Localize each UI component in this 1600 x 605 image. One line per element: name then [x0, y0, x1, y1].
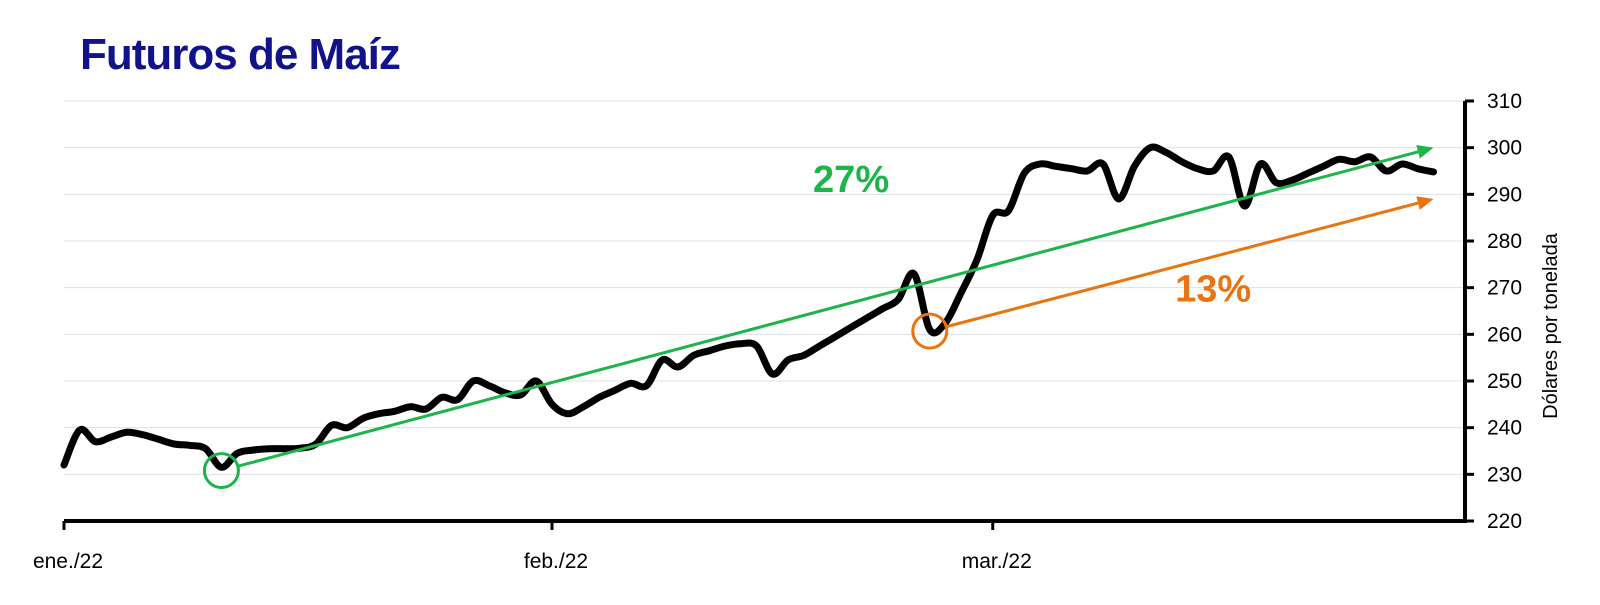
series-line — [60, 143, 1437, 471]
y-axis-title: Dólares por tonelada — [1540, 232, 1562, 419]
y-tick-label: 270 — [1487, 277, 1522, 300]
annotation-arrow — [945, 201, 1419, 329]
gridlines — [64, 100, 1465, 475]
y-tick-label: 310 — [1487, 90, 1522, 113]
annotation-label: 27% — [813, 159, 889, 201]
y-tick-label: 240 — [1487, 417, 1522, 440]
x-tick-label: mar./22 — [962, 550, 1032, 573]
y-tick-label: 220 — [1487, 510, 1522, 533]
y-tick-label: 230 — [1487, 463, 1522, 486]
annotation-label: 13% — [1175, 269, 1251, 311]
y-tick-label: 250 — [1487, 370, 1522, 393]
series — [60, 143, 1437, 471]
x-tick-label: feb./22 — [524, 550, 588, 573]
annotation-arrowhead — [1416, 196, 1434, 210]
y-tick-label: 260 — [1487, 323, 1522, 346]
annotation-arrow — [237, 150, 1419, 468]
annotation-circle — [911, 312, 949, 350]
y-tick-label: 280 — [1487, 230, 1522, 253]
y-tick-label: 290 — [1487, 183, 1522, 206]
x-tick-label: ene./22 — [33, 550, 103, 573]
annotation-circle — [202, 452, 240, 490]
axes: 220 230 240 250 260 270 280 290 300 310 ene./22 feb… — [33, 90, 1522, 573]
annotations: 27% 13% — [202, 145, 1434, 490]
chart-title: Futuros de Maíz — [80, 30, 401, 79]
y-tick-label: 300 — [1487, 137, 1522, 160]
annotation-arrowhead — [1416, 145, 1434, 159]
